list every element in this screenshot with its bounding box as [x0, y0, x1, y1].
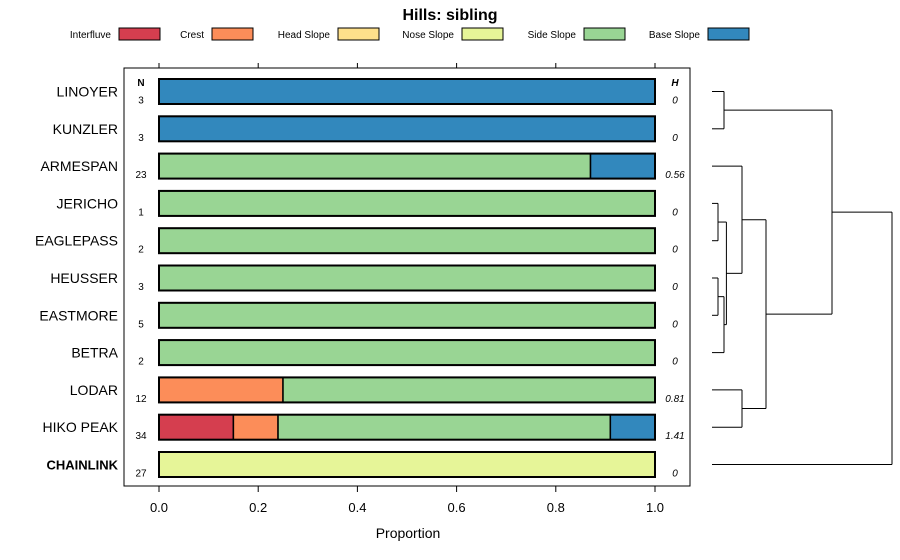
- x-tick-label-3: 0.6: [448, 500, 466, 515]
- bar-heusser-side-slope: [158, 264, 656, 292]
- bar-chainlink-nose-slope: [158, 451, 656, 478]
- bar-hiko-peak-side-slope: [277, 413, 612, 441]
- bar-outline-chainlink: [158, 451, 656, 478]
- h-value-armespan: 0.56: [665, 170, 685, 181]
- bar-hiko-peak-crest: [232, 413, 279, 441]
- bar-kunzler-base-slope: [158, 115, 656, 143]
- bar-outline-heusser: [158, 264, 656, 292]
- bar-armespan-base-slope: [589, 152, 656, 180]
- h-value-chainlink: 0: [672, 469, 678, 480]
- h-values: 0 0 0.56 0 0 0 0 0 0.81 1.41 0: [665, 96, 685, 480]
- bar-outline-eastmore: [158, 301, 656, 329]
- x-tick-label-0: 0.0: [150, 500, 168, 515]
- chart-title: Hills: sibling: [402, 7, 497, 24]
- h-value-hiko-peak: 1.41: [665, 431, 684, 442]
- row-label-chainlink: CHAINLINK: [47, 458, 119, 473]
- n-header: N: [137, 78, 144, 89]
- x-tick-label-1: 0.2: [249, 500, 267, 515]
- h-header: H: [671, 78, 679, 89]
- row-label-eaglepass: EAGLEPASS: [35, 233, 118, 249]
- legend-swatch-crest: [211, 27, 254, 41]
- n-value-eaglepass: 2: [138, 245, 144, 256]
- legend-swatch-side-slope: [583, 27, 626, 41]
- bar-eastmore-side-slope: [158, 302, 656, 329]
- legend: Interfluve Crest Head Slope Nose Slope Side …: [70, 27, 750, 41]
- n-value-heusser: 3: [138, 282, 144, 293]
- bar-hiko-peak-interfluve: [158, 413, 235, 441]
- n-value-linoyer: 3: [138, 96, 144, 107]
- h-value-heusser: 0: [672, 282, 678, 293]
- n-value-betra: 2: [138, 357, 144, 368]
- bar-outline-linoyer: [158, 78, 656, 105]
- bar-outline-eaglepass: [158, 227, 656, 255]
- row-label-linoyer: LINOYER: [57, 84, 118, 100]
- legend-label-side-slope: Side Slope: [528, 30, 577, 41]
- bar-outline-armespan: [158, 152, 656, 180]
- row-label-eastmore: EASTMORE: [39, 307, 118, 323]
- h-value-kunzler: 0: [672, 133, 678, 144]
- bar-outline-betra: [158, 339, 656, 367]
- x-tick-label-5: 1.0: [646, 500, 664, 515]
- h-value-eastmore: 0: [672, 319, 678, 330]
- bar-armespan-side-slope: [158, 152, 592, 180]
- n-value-lodar: 12: [135, 394, 147, 405]
- bar-hiko-peak-base-slope: [609, 413, 656, 441]
- x-axis-label: Proportion: [376, 525, 441, 541]
- legend-swatch-interfluve: [118, 27, 161, 41]
- row-label-heusser: HEUSSER: [50, 270, 118, 286]
- bar-lodar-side-slope: [282, 376, 656, 404]
- legend-label-crest: Crest: [180, 30, 204, 41]
- bar-betra-side-slope: [158, 339, 656, 366]
- row-label-betra: BETRA: [71, 345, 118, 361]
- row-label-lodar: LODAR: [70, 382, 118, 398]
- legend-label-interfluve: Interfluve: [70, 30, 112, 41]
- legend-label-head-slope: Head Slope: [278, 30, 331, 41]
- bars: [158, 78, 656, 478]
- n-value-jericho: 1: [138, 207, 144, 218]
- h-value-betra: 0: [672, 357, 678, 368]
- legend-swatch-base-slope: [707, 27, 750, 41]
- row-label-kunzler: KUNZLER: [53, 121, 118, 137]
- legend-label-nose-slope: Nose Slope: [402, 30, 454, 41]
- h-value-jericho: 0: [672, 207, 678, 218]
- h-value-linoyer: 0: [672, 96, 678, 107]
- x-tick-label-2: 0.4: [348, 500, 366, 515]
- x-tick-label-4: 0.8: [547, 500, 565, 515]
- legend-swatch-nose-slope: [461, 27, 504, 41]
- top-axis: [158, 63, 656, 68]
- dendrogram: [712, 91, 893, 465]
- bar-eaglepass-side-slope: [158, 227, 656, 254]
- bar-outline-hiko-peak: [158, 413, 656, 441]
- h-value-lodar: 0.81: [665, 394, 684, 405]
- bottom-axis: 0.0 0.2 0.4 0.6 0.8 1.0: [150, 486, 664, 515]
- n-value-hiko-peak: 34: [135, 431, 147, 442]
- n-value-chainlink: 27: [135, 469, 147, 480]
- legend-swatch-head-slope: [337, 27, 380, 41]
- n-value-kunzler: 3: [138, 133, 144, 144]
- n-value-eastmore: 5: [138, 319, 144, 330]
- row-label-jericho: JERICHO: [57, 195, 119, 211]
- n-value-armespan: 23: [135, 170, 147, 181]
- row-label-hiko-peak: HIKO PEAK: [43, 419, 119, 435]
- bar-outline-jericho: [158, 189, 656, 217]
- plot-frame: [123, 67, 691, 487]
- h-value-eaglepass: 0: [672, 245, 678, 256]
- bar-linoyer-base-slope: [158, 78, 656, 105]
- bar-outline-kunzler: [158, 115, 656, 143]
- bar-jericho-side-slope: [158, 190, 656, 217]
- row-labels: LINOYER KUNZLER ARMESPAN JERICHO EAGLEPASS HE…: [35, 84, 119, 473]
- legend-label-base-slope: Base Slope: [649, 30, 701, 41]
- bar-outline-lodar: [158, 376, 656, 404]
- row-label-armespan: ARMESPAN: [40, 158, 118, 174]
- bar-lodar-crest: [158, 376, 284, 404]
